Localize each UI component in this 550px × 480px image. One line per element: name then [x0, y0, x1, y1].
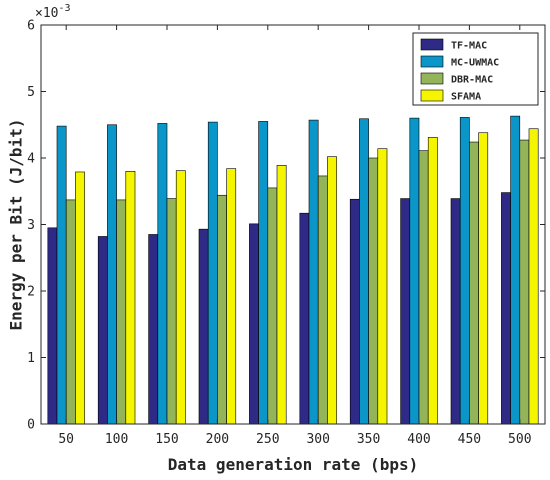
bar-sfama-150 — [175, 170, 186, 425]
x-tick-label-50: 50 — [58, 432, 74, 447]
y-axis: 0 1 2 3 4 5 6 — [27, 19, 545, 433]
bar-dbr-mac-500 — [519, 139, 530, 425]
y-axis-title: Energy per Bit (J/bit) — [7, 119, 26, 331]
bar-sfama-500 — [528, 128, 539, 425]
bar-dbr-mac-400 — [418, 150, 429, 425]
legend-swatch-sfama — [420, 89, 444, 102]
y-tick-label-2: 2 — [27, 285, 35, 300]
x-tick-label-100: 100 — [105, 432, 128, 447]
y-tick-label-5: 5 — [27, 85, 35, 100]
y-multiplier-exponent: -3 — [58, 3, 70, 14]
bar-mc-uwmac-250 — [258, 121, 269, 425]
bar-dbr-mac-450 — [469, 141, 479, 425]
bar-dbr-mac-100 — [116, 199, 127, 425]
y-tick-label-3: 3 — [27, 218, 35, 233]
x-axis: 50 100 150 200 250 300 350 400 450 500 — [58, 25, 532, 447]
x-axis-title: Data generation rate (bps) — [168, 455, 418, 474]
bar-mc-uwmac-400 — [409, 117, 420, 425]
y-tick-label-0: 0 — [27, 418, 35, 433]
x-tick-label-400: 400 — [407, 432, 430, 447]
x-tick-label-350: 350 — [357, 432, 380, 447]
bar-sfama-200 — [226, 168, 237, 425]
bar-tf-mac-100 — [97, 236, 108, 425]
legend-label-mc-uwmac: MC-UWMAC — [451, 58, 499, 69]
legend-swatch-tf-mac — [420, 38, 444, 51]
x-tick-label-150: 150 — [155, 432, 178, 447]
bar-mc-uwmac-150 — [157, 123, 168, 425]
bar-tf-mac-150 — [148, 234, 159, 425]
bar-sfama-50 — [75, 171, 85, 425]
bar-sfama-350 — [377, 148, 388, 425]
bar-tf-mac-400 — [400, 198, 411, 425]
y-multiplier-base: ×10 — [35, 6, 58, 21]
bar-mc-uwmac-200 — [207, 121, 218, 425]
x-tick-label-200: 200 — [206, 432, 229, 447]
bar-tf-mac-500 — [501, 192, 511, 425]
bar-mc-uwmac-50 — [56, 125, 67, 425]
bar-tf-mac-450 — [450, 198, 461, 425]
y-axis-multiplier: ×10-3 — [35, 3, 71, 21]
legend-label-tf-mac: TF-MAC — [451, 41, 487, 52]
bar-sfama-300 — [327, 156, 337, 425]
x-tick-label-300: 300 — [306, 432, 329, 447]
bar-dbr-mac-350 — [368, 157, 379, 425]
bar-mc-uwmac-350 — [359, 118, 369, 425]
bar-mc-uwmac-500 — [510, 115, 521, 425]
legend-label-dbr-mac: DBR-MAC — [451, 75, 493, 86]
bar-tf-mac-300 — [299, 212, 310, 425]
bar-tf-mac-200 — [198, 228, 209, 425]
bar-dbr-mac-150 — [166, 198, 177, 425]
bar-sfama-450 — [478, 132, 489, 425]
bar-dbr-mac-50 — [65, 199, 76, 425]
bar-sfama-400 — [427, 137, 438, 425]
legend-label-sfama: SFAMA — [451, 92, 481, 103]
x-tick-label-250: 250 — [256, 432, 279, 447]
bar-sfama-100 — [125, 171, 136, 425]
x-tick-label-450: 450 — [458, 432, 481, 447]
bar-dbr-mac-250 — [267, 187, 278, 425]
legend: TF-MAC MC-UWMAC DBR-MAC SFAMA — [412, 32, 539, 106]
bar-tf-mac-350 — [349, 198, 360, 425]
bar-tf-mac-50 — [47, 227, 58, 425]
bar-mc-uwmac-100 — [107, 124, 117, 425]
y-tick-label-6: 6 — [27, 19, 35, 34]
y-tick-label-1: 1 — [27, 351, 35, 366]
bar-mc-uwmac-450 — [459, 117, 470, 425]
bar-dbr-mac-300 — [317, 175, 328, 425]
legend-swatch-mc-uwmac — [420, 55, 444, 68]
bar-sfama-250 — [276, 165, 287, 425]
bar-dbr-mac-200 — [217, 194, 227, 425]
bar-tf-mac-250 — [249, 223, 259, 425]
bar-mc-uwmac-300 — [308, 119, 319, 425]
x-tick-label-500: 500 — [508, 432, 531, 447]
y-tick-label-4: 4 — [27, 152, 35, 167]
legend-swatch-dbr-mac — [420, 72, 444, 85]
